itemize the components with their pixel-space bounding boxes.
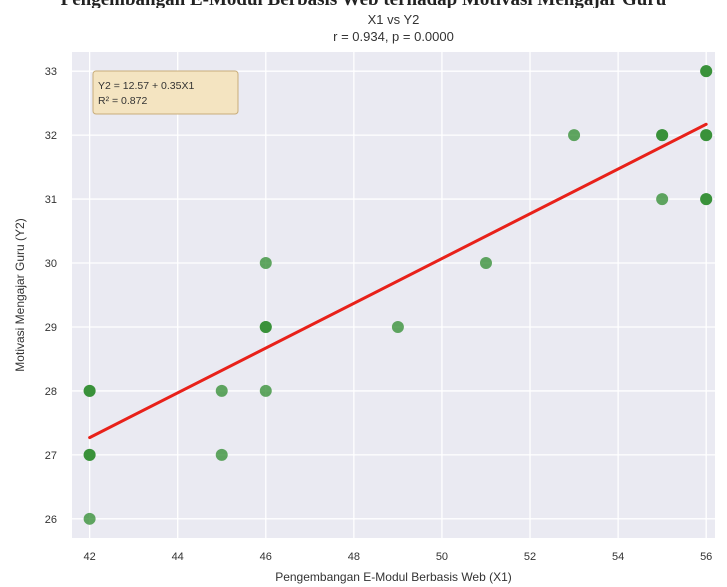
y-tick-label: 28 bbox=[45, 386, 57, 398]
regression-equation: Y2 = 12.57 + 0.35X1 bbox=[98, 80, 194, 92]
cropped-caption-text: Pengembangan E-Modul Berbasis Web terhad… bbox=[0, 0, 727, 8]
data-point bbox=[656, 193, 669, 206]
data-point bbox=[656, 129, 669, 142]
data-point bbox=[568, 129, 581, 142]
data-point bbox=[215, 448, 228, 461]
data-point bbox=[83, 448, 96, 461]
y-tick-label: 33 bbox=[45, 66, 57, 78]
data-point bbox=[83, 512, 96, 525]
x-tick-label: 56 bbox=[700, 551, 712, 563]
y-axis-label: Motivasi Mengajar Guru (Y2) bbox=[13, 218, 27, 371]
data-point bbox=[700, 65, 713, 78]
x-tick-label: 42 bbox=[83, 551, 95, 563]
cropped-caption: Pengembangan E-Modul Berbasis Web terhad… bbox=[0, 0, 727, 8]
data-point bbox=[391, 320, 404, 333]
y-tick-label: 29 bbox=[45, 322, 57, 334]
data-point bbox=[83, 384, 96, 397]
data-point bbox=[479, 257, 492, 270]
data-point bbox=[259, 384, 272, 397]
y-tick-label: 31 bbox=[45, 194, 57, 206]
r-squared: R² = 0.872 bbox=[98, 95, 147, 107]
y-tick-label: 30 bbox=[45, 258, 57, 270]
x-tick-label: 54 bbox=[612, 551, 624, 563]
data-point bbox=[700, 193, 713, 206]
data-point bbox=[215, 384, 228, 397]
chart-subtitle: r = 0.934, p = 0.0000 bbox=[333, 29, 454, 44]
chart-title: X1 vs Y2 bbox=[368, 12, 420, 27]
x-tick-label: 52 bbox=[524, 551, 536, 563]
x-axis-label: Pengembangan E-Modul Berbasis Web (X1) bbox=[275, 570, 512, 584]
annotation-box bbox=[92, 70, 239, 115]
y-tick-label: 32 bbox=[45, 130, 57, 142]
data-point bbox=[700, 129, 713, 142]
plot-area bbox=[72, 52, 715, 538]
regression-line bbox=[88, 122, 708, 440]
y-tick-label: 27 bbox=[45, 450, 57, 462]
data-point bbox=[259, 257, 272, 270]
x-tick-label: 48 bbox=[348, 551, 360, 563]
x-tick-label: 46 bbox=[260, 551, 272, 563]
x-tick-label: 50 bbox=[436, 551, 448, 563]
x-tick-label: 44 bbox=[172, 551, 184, 563]
data-point bbox=[259, 320, 272, 333]
y-tick-label: 26 bbox=[45, 514, 57, 526]
